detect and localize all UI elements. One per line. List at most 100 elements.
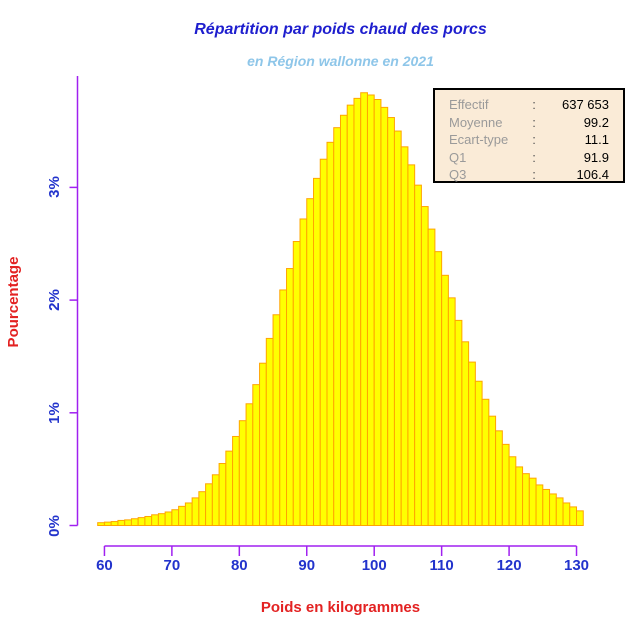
histogram-bar	[542, 488, 551, 527]
histogram-bar	[238, 420, 247, 526]
histogram-bar	[400, 146, 409, 527]
histogram-bar	[97, 522, 105, 526]
histogram-bar	[441, 274, 449, 526]
histogram-bar	[178, 505, 186, 526]
y-axis-title: Pourcentage	[5, 256, 22, 348]
histogram-bar	[495, 430, 503, 526]
histogram-bar	[319, 158, 328, 526]
histogram-bar	[522, 473, 530, 527]
histogram-bar	[184, 502, 193, 526]
histogram-bar	[515, 466, 524, 526]
histogram-bar	[144, 515, 153, 526]
histogram-bar	[360, 92, 368, 526]
histogram-bar	[569, 506, 578, 526]
histogram-bar	[198, 491, 207, 527]
stats-colon: :	[532, 149, 536, 165]
histogram-bar	[124, 519, 132, 527]
stats-label: Effectif	[449, 97, 489, 112]
x-tick-label: 110	[429, 557, 454, 574]
histogram-bar	[279, 289, 288, 526]
histogram-bar	[218, 463, 227, 527]
histogram-bar	[346, 104, 355, 526]
histogram-bar	[151, 514, 159, 526]
histogram-bar	[110, 521, 119, 526]
histogram-bar	[393, 130, 402, 527]
histogram-bar	[272, 314, 281, 526]
histogram-bar	[427, 228, 436, 526]
x-tick-label: 130	[564, 557, 590, 574]
histogram-bar	[414, 184, 422, 526]
histogram-bar	[474, 380, 483, 526]
histogram-bar	[549, 493, 557, 527]
stats-label: Q1	[449, 149, 467, 165]
stats-label: Q3	[449, 167, 467, 182]
histogram-bar	[555, 497, 564, 527]
stats-colon: :	[532, 132, 536, 147]
stats-label: Ecart-type	[449, 132, 509, 147]
stats-value: 106.4	[576, 167, 609, 182]
histogram-bar	[205, 483, 213, 526]
histogram-bar	[333, 127, 341, 526]
histogram-bar	[468, 361, 476, 526]
histogram-bar	[286, 268, 294, 526]
stats-colon: :	[532, 167, 536, 182]
histogram-bar	[103, 521, 112, 526]
stats-value: 11.1	[584, 132, 609, 147]
histogram-bar	[252, 384, 261, 527]
stats-colon: :	[532, 114, 536, 130]
histogram-bar	[137, 517, 146, 526]
x-tick-label: 70	[163, 557, 181, 574]
stats-value: 99.2	[583, 114, 609, 130]
stats-value: 91.9	[583, 149, 609, 165]
histogram-bar	[576, 510, 584, 527]
y-tick-label: 2%	[46, 289, 63, 311]
histogram-bar	[265, 337, 274, 527]
histogram-bar	[130, 518, 139, 526]
histogram-bar	[461, 341, 470, 526]
stats-value: 637 653	[562, 97, 609, 112]
stats-colon: :	[532, 97, 536, 112]
histogram-bar	[299, 218, 308, 527]
histogram-bar	[488, 415, 497, 526]
x-tick-label: 60	[96, 557, 113, 574]
histogram-bar	[562, 502, 571, 526]
stats-box: Effectif: 637 653 Moyenne: 99.2 Ecart-type: 1…	[433, 88, 625, 183]
histogram-bar	[366, 94, 375, 527]
y-tick-label: 0%	[46, 514, 63, 537]
stats-label: Moyenne	[449, 114, 503, 130]
x-tick-label: 100	[361, 557, 387, 574]
histogram-bar	[420, 206, 429, 526]
histogram-bar	[380, 106, 389, 526]
histogram-bar	[157, 513, 166, 526]
x-tick-label: 120	[496, 557, 522, 574]
histogram-bar	[407, 164, 416, 527]
histogram-bar	[447, 297, 456, 526]
chart-subtitle: en Région wallonne en 2021	[247, 53, 434, 69]
histogram-bar	[373, 98, 382, 527]
histogram-bar	[306, 198, 315, 526]
histogram-bar	[245, 403, 254, 526]
histogram-bar	[326, 141, 335, 526]
histogram-bar	[164, 511, 173, 527]
histogram-bar	[387, 117, 395, 526]
histogram-bar	[353, 97, 362, 527]
histogram-bar	[313, 177, 321, 526]
histogram-bar	[481, 398, 490, 526]
y-tick-label: 1%	[46, 401, 63, 424]
histogram-bar	[528, 477, 537, 527]
histogram-bar	[232, 435, 240, 526]
histogram-bar	[211, 474, 220, 526]
chart-title: Répartition par poids chaud des porcs	[194, 21, 487, 38]
histogram-bar	[191, 497, 200, 527]
histogram-bar	[508, 456, 517, 526]
x-tick-label: 80	[230, 557, 248, 574]
y-tick-label: 3%	[46, 176, 63, 199]
histogram-bar	[292, 241, 301, 526]
histogram-bar	[259, 362, 267, 526]
histogram-bar	[434, 251, 443, 526]
histogram-bar	[454, 319, 463, 527]
histogram-bar	[339, 114, 348, 527]
histogram-bar	[117, 519, 126, 526]
x-tick-label: 90	[298, 557, 316, 574]
